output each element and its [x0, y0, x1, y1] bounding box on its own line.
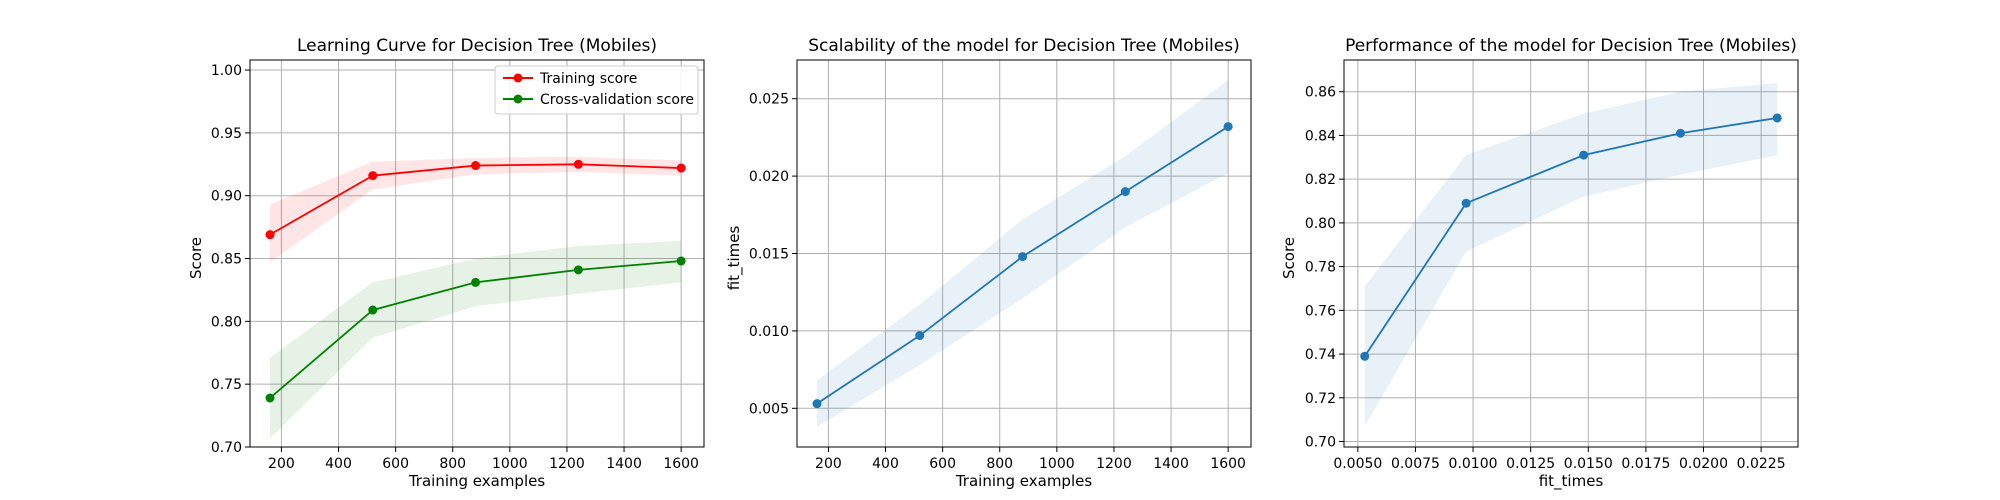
learning-curve-series-0-point	[471, 161, 481, 171]
performance-x-tick-label: 0.0050	[1333, 456, 1382, 472]
scalability-x-tick-label: 1200	[1096, 456, 1132, 472]
learning-curve-y-tick-label: 0.80	[211, 314, 242, 330]
scalability-series-0-point	[915, 331, 925, 341]
scalability-x-tick-label: 1400	[1153, 456, 1189, 472]
scalability-y-tick-label: 0.015	[749, 247, 789, 263]
scalability-y-tick-label: 0.020	[749, 169, 789, 185]
performance-y-tick-label: 0.76	[1305, 303, 1336, 319]
performance-xlabel: fit_times	[1539, 472, 1604, 491]
legend-box	[494, 65, 699, 115]
scalability-axes-frame	[796, 59, 1252, 448]
learning-curve-x-tick-label: 800	[439, 456, 466, 472]
performance-plot: 0.0050 0.0075 0.0100 0.0125 0.0150 0.0175 0.02…	[1305, 60, 1798, 472]
learning-curve-series-1-band	[269, 240, 682, 439]
learning-curve-legend: Training score Cross-validation score	[494, 65, 699, 115]
performance-axes-frame	[1343, 59, 1799, 448]
legend-training-marker	[513, 73, 523, 83]
learning-curve-x-tick-label: 1600	[663, 456, 699, 472]
learning-curve-y-tick-label: 0.90	[211, 189, 242, 205]
learning-curve-y-tick-label: 1.00	[211, 63, 242, 79]
performance-x-tick-label: 0.0125	[1506, 456, 1555, 472]
scalability-y-tick-label: 0.005	[749, 401, 789, 417]
learning-curve-x-tick-label: 600	[382, 456, 409, 472]
performance-series-0-point	[1675, 128, 1685, 138]
performance-y-tick-label: 0.80	[1305, 216, 1336, 232]
scalability-series-0-point	[812, 399, 822, 409]
learning-curve-series-1-point	[368, 305, 378, 315]
performance-series-0-point	[1461, 198, 1471, 208]
learning-curve-series-0-point	[368, 171, 378, 181]
learning-curve-x-tick-label: 200	[268, 456, 295, 472]
scalability-title: Scalability of the model for Decision Tr…	[808, 36, 1239, 56]
scalability-x-tick-label: 1600	[1210, 456, 1246, 472]
learning-curve-y-tick-label: 0.75	[211, 377, 242, 393]
learning-curve-x-tick-label: 400	[325, 456, 352, 472]
performance-x-tick-label: 0.0200	[1679, 456, 1728, 472]
learning-curve-x-tick-label: 1400	[606, 456, 642, 472]
performance-title: Performance of the model for Decision Tr…	[1345, 36, 1797, 56]
scalability-x-tick-label: 800	[986, 456, 1013, 472]
scalability-x-tick-label: 200	[815, 456, 842, 472]
scalability-series-0-point	[1223, 122, 1233, 132]
performance-y-tick-label: 0.74	[1305, 347, 1336, 363]
performance-x-tick-label: 0.0150	[1564, 456, 1613, 472]
learning-curve-series-0-point	[265, 230, 275, 240]
legend-cv-label: Cross-validation score	[540, 92, 694, 108]
learning-curve-y-tick-label: 0.70	[211, 440, 242, 456]
scalability-x-tick-label: 1000	[1039, 456, 1075, 472]
learning-curve-series-0-band	[269, 156, 682, 263]
performance-y-tick-label: 0.78	[1305, 260, 1336, 276]
learning-curve-series-1-point	[573, 265, 583, 275]
scalability-xlabel: Training examples	[955, 472, 1093, 490]
legend-training-label: Training score	[539, 71, 637, 87]
performance-y-tick-label: 0.86	[1305, 85, 1336, 101]
performance-x-tick-label: 0.0075	[1391, 456, 1440, 472]
learning-curve-y-tick-label: 0.95	[211, 126, 242, 142]
performance-x-tick-label: 0.0225	[1737, 456, 1786, 472]
performance-ylabel: Score	[1280, 237, 1298, 279]
scalability-plot: 200 400 600 800 1000 1200 1400 1600 0.005 0.010 0.…	[749, 60, 1251, 472]
learning-curve-ylabel: Score	[187, 237, 205, 279]
performance-x-tick-label: 0.0175	[1621, 456, 1670, 472]
scalability-y-tick-label: 0.025	[749, 92, 789, 108]
learning-curve-series-0-point	[676, 163, 686, 173]
learning-curve-xlabel: Training examples	[408, 472, 546, 490]
learning-curve-y-tick-label: 0.85	[211, 252, 242, 268]
performance-panel: Performance of the model for Decision Tr…	[1280, 36, 1799, 491]
performance-series-0-band	[1364, 82, 1778, 427]
performance-y-tick-label: 0.82	[1305, 172, 1336, 188]
scalability-series-0-point	[1120, 187, 1130, 197]
performance-y-tick-label: 0.72	[1305, 391, 1336, 407]
learning-curve-series-1-point	[676, 256, 686, 266]
legend-cv-marker	[513, 94, 523, 104]
learning-curve-series-1-point	[265, 393, 275, 403]
performance-series-0-point	[1360, 351, 1370, 361]
learning-curve-panel: Learning Curve for Decision Tree (Mobile…	[187, 36, 705, 490]
scalability-x-tick-label: 400	[872, 456, 899, 472]
performance-series-0-point	[1772, 113, 1782, 123]
learning-curve-x-tick-label: 1200	[549, 456, 585, 472]
learning-curve-series-0-point	[573, 159, 583, 169]
learning-curve-title: Learning Curve for Decision Tree (Mobile…	[297, 36, 657, 56]
scalability-series-0-point	[1018, 252, 1028, 262]
scalability-y-tick-label: 0.010	[749, 324, 789, 340]
scalability-panel: Scalability of the model for Decision Tr…	[725, 36, 1252, 490]
learning-curve-axes-frame	[249, 59, 705, 448]
performance-y-tick-label: 0.70	[1305, 435, 1336, 451]
scalability-ylabel: fit_times	[725, 226, 744, 291]
performance-y-tick-label: 0.84	[1305, 128, 1336, 144]
learning-curve-x-tick-label: 1000	[492, 456, 528, 472]
scalability-x-tick-label: 600	[929, 456, 956, 472]
performance-series-0-point	[1579, 150, 1589, 160]
performance-x-tick-label: 0.0100	[1449, 456, 1498, 472]
learning-curve-series-1-point	[471, 277, 481, 287]
